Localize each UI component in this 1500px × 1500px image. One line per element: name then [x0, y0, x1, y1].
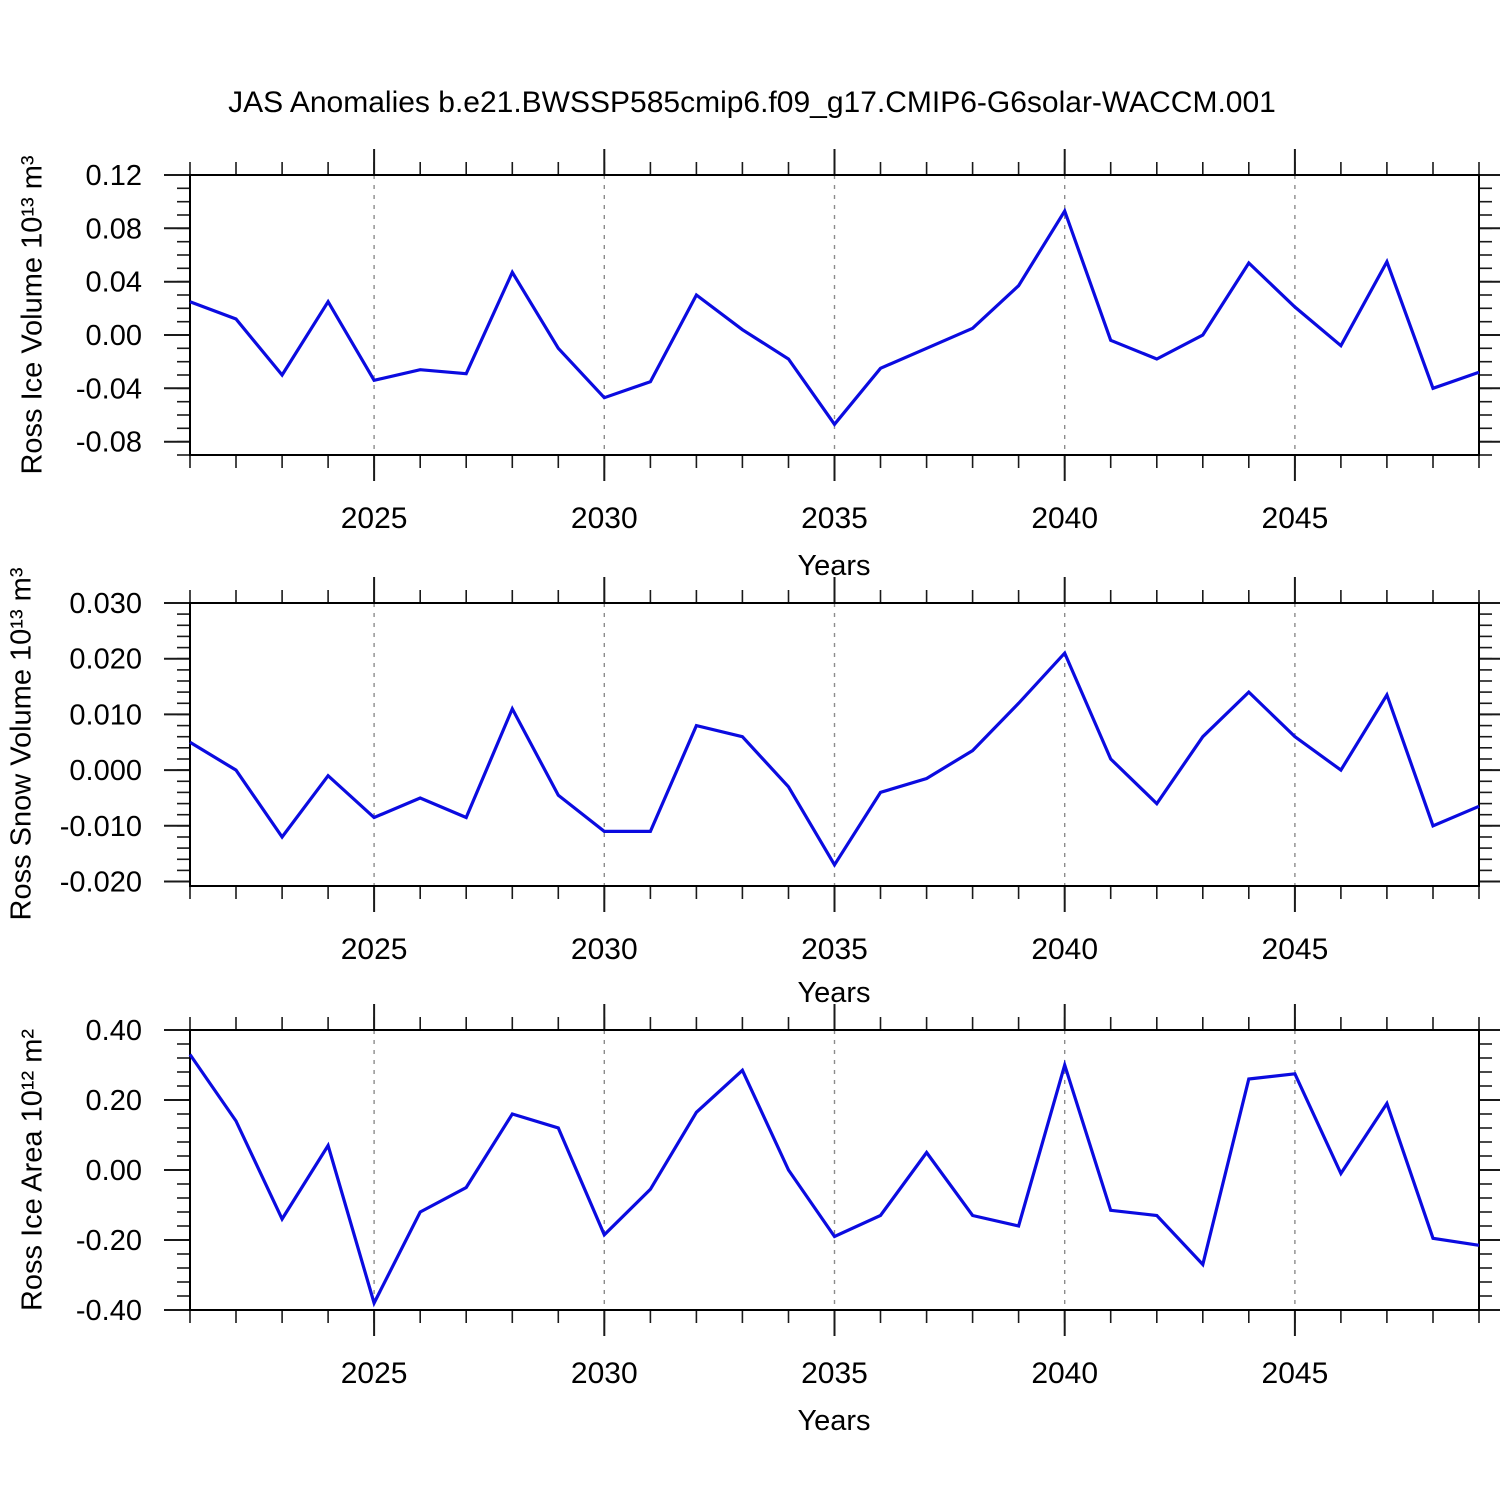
x-tick-label: 2035	[801, 933, 868, 966]
panel-ross-snow-volume: 0.030 0.020 0.010 0.000 -0.010 -0.020 2025 2030…	[60, 577, 1500, 966]
plot-frame	[189, 602, 1480, 887]
x-tick-label: 2030	[571, 1357, 638, 1390]
y-tick-label: 0.010	[69, 699, 142, 731]
gridlines	[373, 175, 1296, 455]
y-tick-label: 0.12	[86, 160, 142, 192]
ross-ice-area-line	[188, 1053, 1480, 1308]
x-tick-label: 2030	[571, 502, 638, 535]
y-tick-label: 0.00	[86, 1155, 142, 1187]
plot-frame	[189, 174, 1480, 456]
x-tick-label: 2040	[1031, 502, 1098, 535]
major-ticks	[164, 149, 1500, 481]
x-tick-label: 2045	[1262, 933, 1329, 966]
x-tick-label: 2035	[801, 1357, 868, 1390]
y-axis-title-ice-area: Ross Ice Area 10¹² m²	[16, 1028, 49, 1312]
y-tick-labels: 0.12 0.08 0.04 0.00 -0.04 -0.08	[76, 160, 142, 459]
x-tick-label: 2045	[1262, 502, 1329, 535]
y-axis-title-snow-volume: Ross Snow Volume 10¹³ m³	[5, 567, 38, 921]
x-tick-label: 2040	[1031, 1357, 1098, 1390]
x-tick-label: 2025	[341, 502, 408, 535]
ross-snow-volume-line	[189, 650, 1480, 868]
y-tick-label: 0.000	[69, 755, 142, 787]
y-tick-label: -0.010	[60, 811, 142, 843]
x-tick-label: 2030	[571, 933, 638, 966]
y-tick-label: 0.020	[69, 644, 142, 676]
y-tick-label: 0.04	[86, 267, 142, 299]
y-tick-label: -0.40	[76, 1295, 142, 1327]
y-tick-label: 0.00	[86, 320, 142, 352]
x-tick-label: 2025	[341, 933, 408, 966]
y-tick-label: -0.020	[60, 867, 142, 899]
y-tick-label: -0.08	[76, 427, 142, 459]
y-tick-label: -0.20	[76, 1225, 142, 1257]
major-ticks	[164, 1004, 1500, 1336]
x-tick-labels: 2025 2030 2035 2040 2045	[341, 933, 1329, 966]
x-tick-labels: 2025 2030 2035 2040 2045	[341, 502, 1329, 535]
y-tick-labels: 0.40 0.20 0.00 -0.20 -0.40	[76, 1015, 142, 1327]
gridlines	[373, 603, 1296, 886]
y-axis-title-ice-volume: Ross Ice Volume 10¹³ m³	[16, 155, 49, 475]
ross-ice-volume-line	[189, 207, 1480, 427]
plot-frame	[189, 1029, 1480, 1311]
y-tick-label: 0.030	[69, 588, 142, 620]
x-axis-title-2: Years	[797, 977, 871, 1009]
y-tick-label: 0.08	[86, 213, 142, 245]
x-tick-label: 2040	[1031, 933, 1098, 966]
y-tick-labels: 0.030 0.020 0.010 0.000 -0.010 -0.020	[60, 588, 142, 899]
y-tick-label: 0.40	[86, 1015, 142, 1047]
x-tick-label: 2045	[1262, 1357, 1329, 1390]
x-axis-title-3: Years	[797, 1405, 871, 1437]
x-tick-label: 2035	[801, 502, 868, 535]
gridlines	[373, 1030, 1296, 1310]
y-tick-label: -0.04	[76, 373, 142, 405]
figure-title: JAS Anomalies b.e21.BWSSP585cmip6.f09_g1…	[228, 86, 1276, 119]
x-tick-labels: 2025 2030 2035 2040 2045	[341, 1357, 1329, 1390]
x-tick-label: 2025	[341, 1357, 408, 1390]
x-axis-title-1: Years	[797, 550, 871, 582]
major-ticks	[164, 577, 1500, 912]
y-tick-label: 0.20	[86, 1085, 142, 1117]
